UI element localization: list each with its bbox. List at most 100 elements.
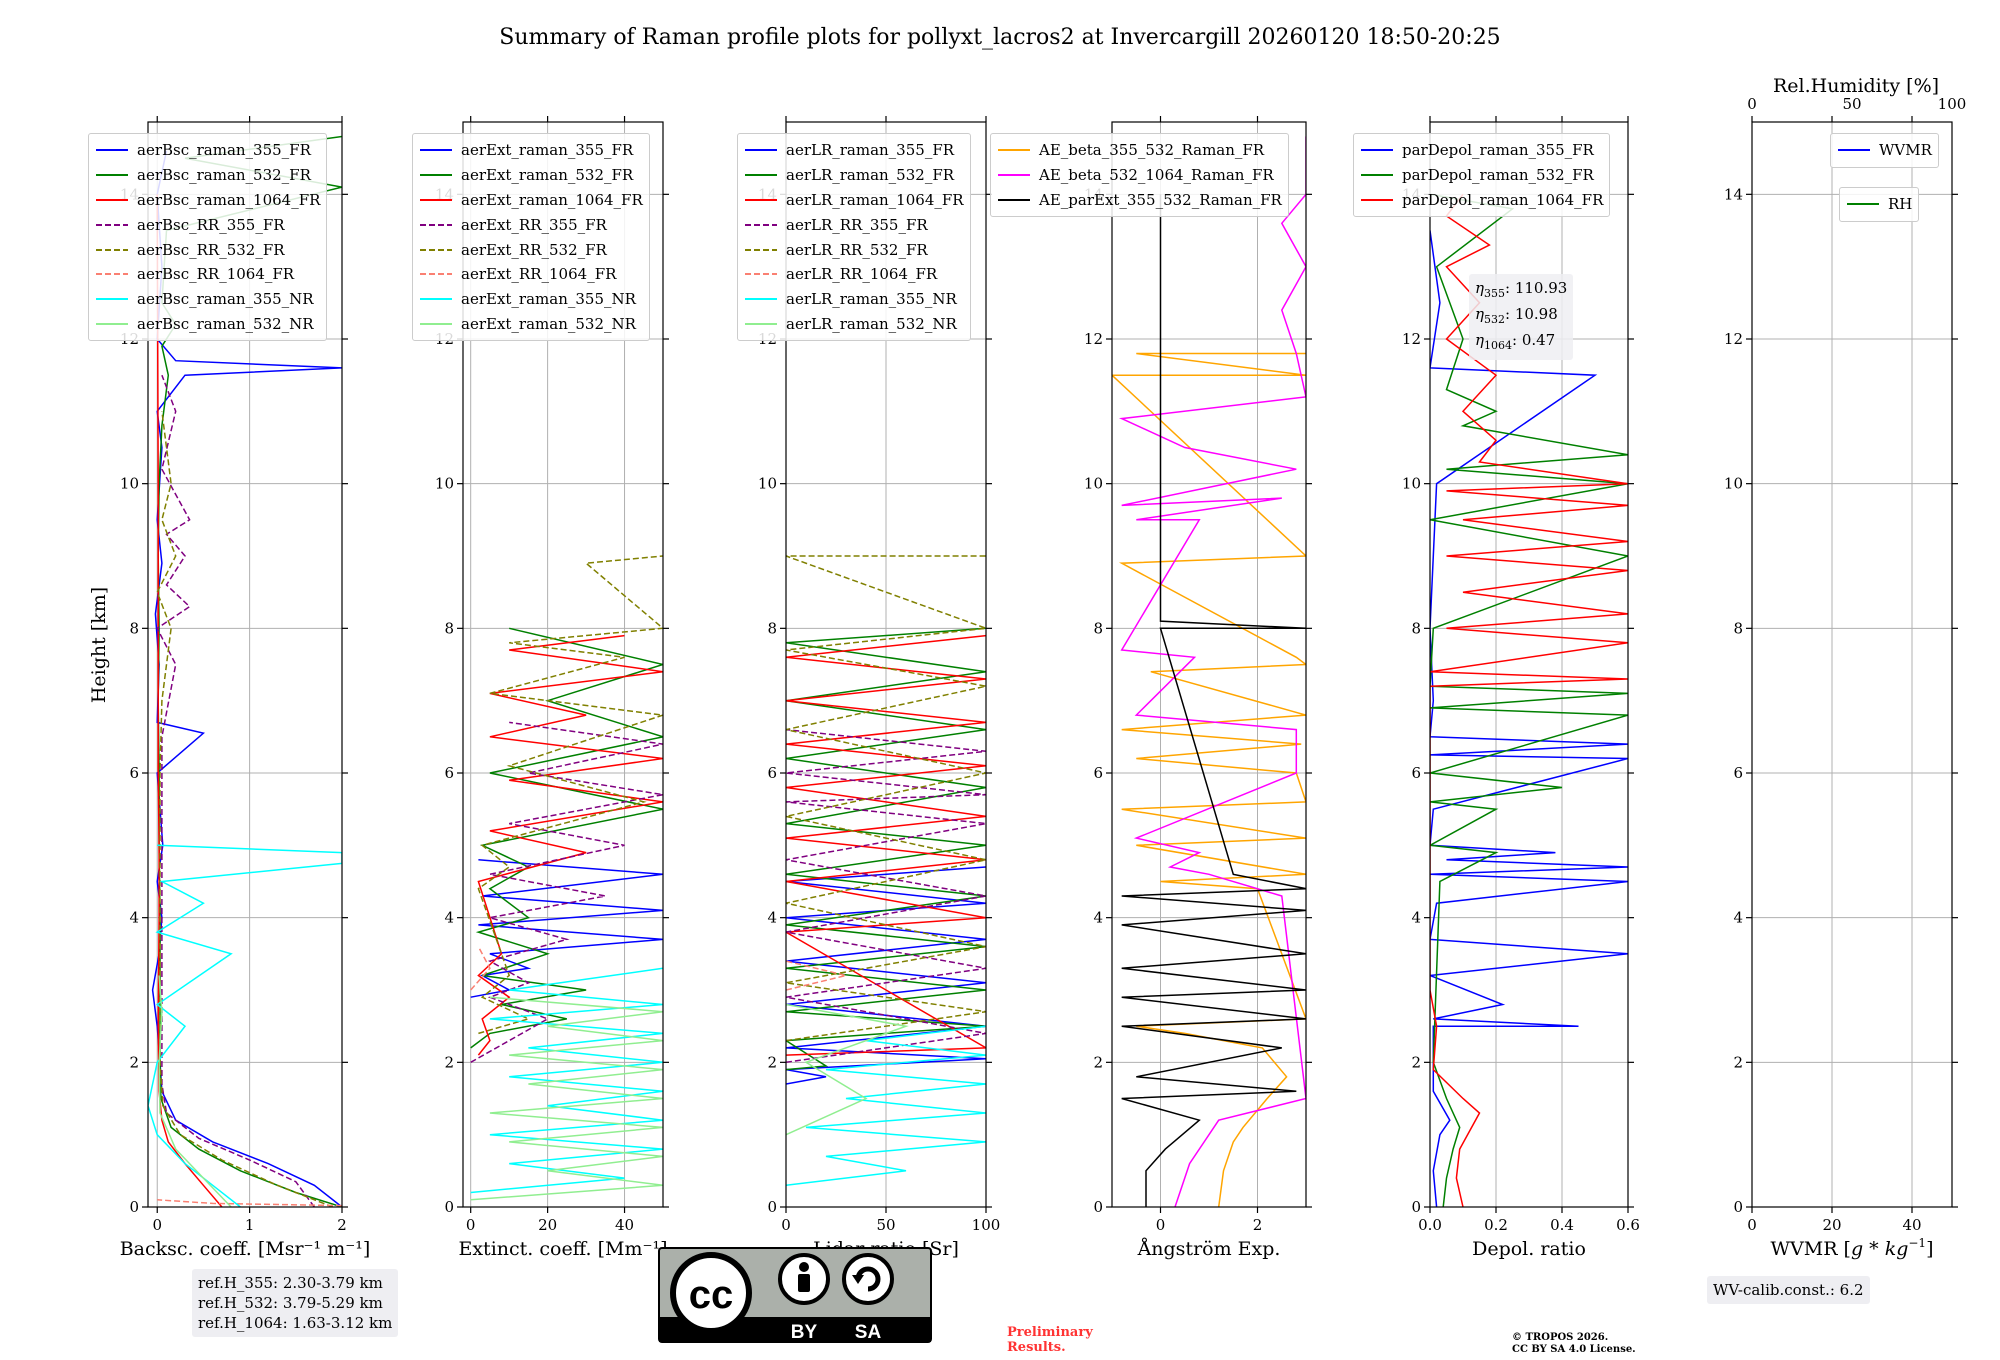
legend-swatch (1361, 198, 1393, 201)
legend-label: parDepol_raman_1064_FR (1402, 190, 1604, 209)
series-aerBsc_RR_355_FR (156, 374, 315, 1207)
y-tick-label: 12 (1402, 330, 1421, 348)
legend-swatch (745, 322, 777, 325)
legend-swatch (745, 273, 777, 276)
x-tick-label: 0 (466, 1216, 476, 1234)
y-tick-label: 2 (444, 1053, 454, 1071)
legend-swatch (96, 149, 128, 152)
legend-entry: aerLR_RR_355_FR (744, 212, 964, 237)
legend-label: aerLR_raman_532_FR (786, 166, 955, 185)
series-aerLR_raman_532_FR (786, 627, 986, 1071)
legend-entry: RH (1846, 192, 1912, 217)
legend-entry: aerLR_RR_532_FR (744, 237, 964, 262)
y-tick-label: 2 (129, 1053, 139, 1071)
legend-label: aerLR_raman_355_FR (786, 141, 955, 160)
y-tick-label: 10 (120, 475, 139, 493)
y-tick-label: 8 (1733, 619, 1743, 637)
y-tick-label: 0 (1733, 1198, 1743, 1216)
legend-entry: aerExt_raman_1064_FR (419, 188, 643, 213)
panel-4: 0246810121402Ångström Exp. (1084, 116, 1312, 1260)
legend-entry: aerExt_RR_355_FR (419, 212, 643, 237)
legend-swatch (420, 298, 452, 301)
share-alike-icon (842, 1253, 894, 1305)
copyright-note: © TROPOS 2026. CC BY SA 4.0 License. (1512, 1332, 1636, 1355)
legend-entry: aerExt_raman_355_NR (419, 287, 643, 312)
cc-icon (670, 1252, 752, 1334)
y-tick-label: 4 (767, 909, 777, 927)
legend-entry: aerLR_raman_532_FR (744, 163, 964, 188)
eta-line: η1064: 0.47 (1475, 331, 1556, 352)
license-by-label: BY (791, 1322, 818, 1343)
series-aerLR_RR_1064_FR (786, 960, 847, 991)
x-tick-label: 50 (876, 1216, 895, 1234)
legend-panel-1: aerBsc_raman_355_FR aerBsc_raman_532_FR ae… (88, 133, 328, 342)
x-tick-label: 40 (1902, 1216, 1921, 1234)
series-parDepol_raman_1064_FR (1430, 193, 1628, 1207)
series-aerBsc_raman_355_FR (151, 150, 342, 1207)
series-parDepol_raman_532_FR (1430, 193, 1628, 1207)
y-tick-label: 2 (1733, 1053, 1743, 1071)
legend-swatch (96, 273, 128, 276)
legend-swatch (420, 322, 452, 325)
legend-label: aerLR_raman_532_NR (786, 314, 957, 333)
y-tick-label: 14 (1724, 185, 1743, 203)
x-tick-label: 0.0 (1418, 1216, 1442, 1234)
legend-label: aerExt_RR_1064_FR (461, 265, 617, 284)
series-aerLR_raman_1064_FR (786, 634, 986, 1056)
x-tick-label: 1 (245, 1216, 255, 1234)
legend-label: aerLR_RR_355_FR (786, 215, 928, 234)
legend-panel-6: WVMR (1830, 133, 1939, 168)
legend-swatch (96, 198, 128, 201)
plot-frame (462, 121, 664, 1208)
y-tick-label: 2 (1093, 1053, 1103, 1071)
x-axis-label: Extinct. coeff. [Mm⁻¹] (458, 1238, 667, 1260)
series-aerExt_raman_1064_FR (477, 634, 663, 1056)
top-x-tick-label: 100 (1938, 95, 1967, 113)
legend-swatch (998, 149, 1030, 152)
series-aerBsc_RR_532_FR (156, 411, 334, 1207)
y-tick-label: 6 (1411, 764, 1421, 782)
legend-panel-6-secondary: RH (1839, 187, 1920, 222)
x-tick-label: 0 (781, 1216, 791, 1234)
legend-label: aerExt_raman_1064_FR (461, 190, 643, 209)
y-tick-label: 10 (1402, 475, 1421, 493)
series-aerExt_raman_355_NR (470, 967, 663, 1194)
legend-swatch (96, 298, 128, 301)
y-tick-label: 6 (1093, 764, 1103, 782)
legend-swatch (745, 248, 777, 251)
legend-swatch (745, 174, 777, 177)
legend-panel-2: aerExt_raman_355_FR aerExt_raman_532_FR ae… (412, 133, 650, 342)
legend-label: parDepol_raman_355_FR (1402, 141, 1594, 160)
legend-label: aerLR_RR_1064_FR (786, 265, 938, 284)
legend-swatch (1847, 203, 1879, 206)
legend-entry: aerExt_raman_532_NR (419, 312, 643, 337)
panel-6: 0 2 4 6 8 10 12 14 0 20 40 WVMR [g * kg−1] 0 50 100Rel… (1724, 75, 1966, 1260)
ref-height-1064: ref.H_1064: 1.63-3.12 km (198, 1314, 393, 1332)
y-tick-label: 0 (129, 1198, 139, 1216)
y-tick-label: 6 (129, 764, 139, 782)
legend-entry: aerBsc_RR_532_FR (95, 237, 320, 262)
y-tick-label: 12 (1724, 330, 1743, 348)
y-tick-label: 0 (1411, 1198, 1421, 1216)
legend-swatch (420, 273, 452, 276)
preliminary-note: Preliminary Results. (1007, 1325, 1093, 1355)
legend-entry: aerExt_raman_532_FR (419, 163, 643, 188)
legend-label: aerBsc_RR_355_FR (137, 215, 285, 234)
legend-entry: aerBsc_raman_355_NR (95, 287, 320, 312)
top-x-tick-label: 0 (1747, 95, 1757, 113)
plot-frame (1429, 121, 1629, 1208)
legend-entry: aerBsc_raman_532_NR (95, 312, 320, 337)
x-tick-label: 40 (615, 1216, 634, 1234)
series-aerBsc_RR_1064_FR (157, 1199, 342, 1207)
y-axis-label: Height [km] (88, 587, 110, 703)
legend-swatch (96, 223, 128, 226)
x-tick-label: 0.2 (1484, 1216, 1508, 1234)
legend-swatch (1361, 174, 1393, 177)
legend-label: aerBsc_raman_532_FR (137, 166, 311, 185)
legend-entry: aerLR_raman_532_NR (744, 312, 964, 337)
legend-swatch (745, 198, 777, 201)
legend-entry: parDepol_raman_355_FR (1360, 138, 1603, 163)
x-axis-label: Backsc. coeff. [Msr⁻¹ m⁻¹] (120, 1238, 371, 1260)
series-aerExt_raman_532_FR (470, 627, 663, 1049)
plot-frame (147, 121, 343, 1208)
